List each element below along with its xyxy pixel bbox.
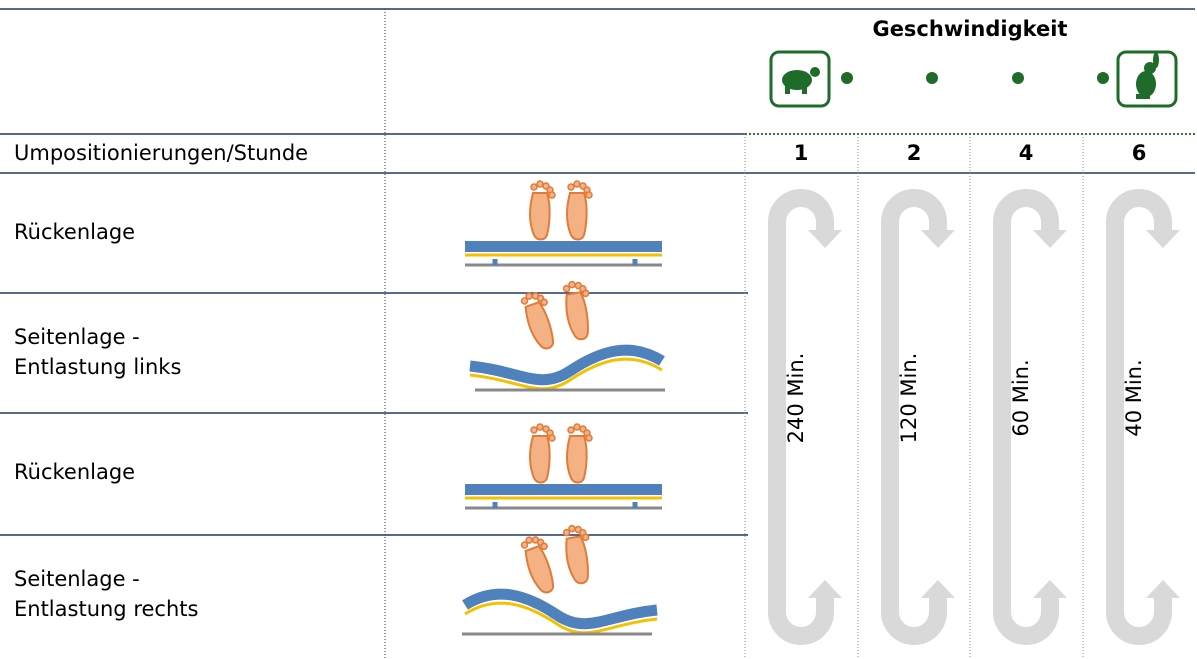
foot — [529, 180, 556, 241]
toe — [573, 423, 581, 431]
row-label: Seitenlage - — [14, 325, 140, 349]
toe — [540, 542, 548, 551]
bed-mattress — [462, 588, 658, 630]
speed-dot — [1012, 72, 1024, 84]
toe — [585, 434, 593, 442]
bed-layer — [469, 357, 663, 391]
row-label: Rückenlage — [14, 460, 135, 484]
foot — [566, 423, 593, 484]
arrow-head — [1146, 230, 1180, 248]
foot-sole — [565, 291, 589, 341]
arrow-head — [1033, 580, 1067, 598]
bed-leg — [492, 502, 638, 508]
foot-sole — [529, 435, 551, 484]
cycle-loop — [1106, 189, 1172, 645]
cycle-loop — [881, 189, 947, 645]
row-header: Umpositionierungen/Stunde — [14, 141, 308, 165]
toe — [530, 183, 538, 191]
foot-sole — [524, 300, 555, 350]
toe — [567, 183, 575, 191]
foot-sole — [524, 544, 555, 594]
toe — [581, 533, 590, 542]
foot-sole — [566, 192, 588, 241]
foot-sole — [565, 535, 589, 585]
toe — [520, 541, 529, 549]
rate: 2 — [907, 141, 922, 165]
rate: 4 — [1019, 141, 1034, 165]
toe — [530, 426, 538, 434]
bed-mattress — [469, 344, 665, 386]
bed-leg — [492, 259, 638, 265]
toe — [536, 180, 544, 188]
turtle — [782, 67, 820, 94]
toe — [540, 298, 548, 307]
speed-title: Geschwindigkeit — [872, 17, 1067, 41]
bed-mattress — [465, 241, 662, 252]
foot — [520, 292, 555, 350]
toe — [568, 524, 576, 533]
speed-dot — [841, 72, 853, 84]
toe — [581, 289, 590, 298]
bed-layer — [464, 601, 658, 635]
interval: 60 Min. — [1009, 359, 1033, 436]
arrow-head — [1146, 580, 1180, 598]
arrow-head — [921, 580, 955, 598]
bed-mattress — [465, 484, 662, 495]
bed-tilted — [462, 588, 658, 636]
speed-dot — [926, 72, 938, 84]
toe — [562, 284, 571, 293]
arrow-head — [921, 230, 955, 248]
toe — [568, 280, 576, 289]
toe — [562, 528, 571, 537]
toe — [548, 191, 556, 199]
cycle-loop — [993, 189, 1059, 645]
toe — [573, 180, 581, 188]
rate: 1 — [794, 141, 809, 165]
foot — [520, 536, 555, 594]
arrow-head — [1033, 230, 1067, 248]
hare — [1136, 52, 1159, 99]
foot — [566, 180, 593, 241]
bed-tilted — [469, 344, 665, 392]
toe — [536, 423, 544, 431]
row-label: Entlastung links — [14, 355, 181, 379]
row-label: Rückenlage — [14, 220, 135, 244]
toe — [585, 191, 593, 199]
foot — [529, 423, 556, 484]
row-label: Entlastung rechts — [14, 597, 198, 621]
foot — [562, 280, 590, 341]
interval: 40 Min. — [1122, 359, 1146, 436]
arrow-head — [808, 580, 842, 598]
foot — [562, 524, 590, 585]
cycle-loop — [768, 189, 834, 645]
toe — [548, 434, 556, 442]
arrow-head — [808, 230, 842, 248]
interval: 240 Min. — [784, 353, 808, 444]
rate: 6 — [1132, 141, 1147, 165]
speed-dot — [1097, 72, 1109, 84]
foot-sole — [529, 192, 551, 241]
toe — [567, 426, 575, 434]
toe — [520, 297, 529, 305]
foot-sole — [566, 435, 588, 484]
row-label: Seitenlage - — [14, 567, 140, 591]
interval: 120 Min. — [897, 353, 921, 444]
